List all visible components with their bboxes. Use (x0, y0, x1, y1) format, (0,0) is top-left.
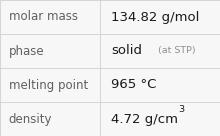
Text: melting point: melting point (9, 78, 88, 92)
Text: solid: solid (111, 44, 142, 58)
Text: density: density (9, 112, 52, 126)
Text: phase: phase (9, 44, 44, 58)
Text: 965 °C: 965 °C (111, 78, 156, 92)
Text: molar mass: molar mass (9, 10, 78, 24)
Text: 3: 3 (178, 105, 184, 114)
Text: (at STP): (at STP) (158, 47, 196, 55)
Text: 134.82 g/mol: 134.82 g/mol (111, 10, 200, 24)
Text: 4.72 g/cm: 4.72 g/cm (111, 112, 178, 126)
